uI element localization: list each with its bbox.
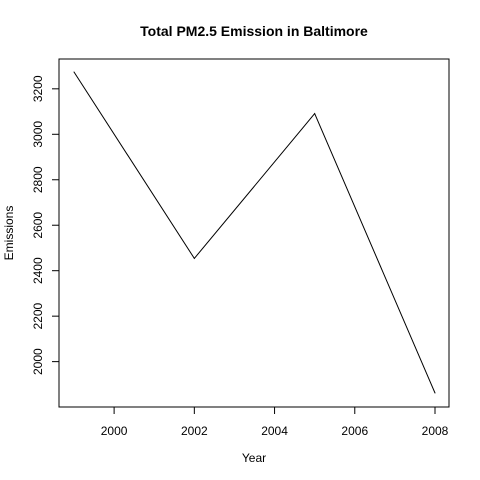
x-tick-label: 2008 (422, 424, 449, 438)
y-tick-label: 2200 (31, 302, 45, 329)
data-point (434, 392, 436, 394)
y-tick-label: 3000 (31, 121, 45, 148)
data-point (193, 257, 195, 259)
x-axis: 2000 2002 2004 2006 2008 (101, 406, 449, 438)
y-axis: 2000 2200 2400 2600 2800 3000 3200 (31, 75, 60, 375)
chart-title: Total PM2.5 Emission in Baltimore (140, 23, 368, 39)
y-axis-label: Emissions (2, 206, 16, 261)
y-tick-label: 2400 (31, 257, 45, 284)
data-point (73, 71, 75, 73)
y-tick-label: 3200 (31, 75, 45, 102)
x-axis-label: Year (242, 451, 266, 465)
plot-frame (58, 58, 450, 408)
x-tick-label: 2002 (181, 424, 208, 438)
series-layer (73, 71, 436, 394)
y-tick-label: 2000 (31, 348, 45, 375)
data-point (314, 113, 316, 115)
x-tick-label: 2000 (101, 424, 128, 438)
x-tick-label: 2004 (261, 424, 288, 438)
y-tick-label: 2600 (31, 212, 45, 239)
series-line (73, 71, 436, 394)
x-tick-label: 2006 (341, 424, 368, 438)
y-tick-label: 2800 (31, 166, 45, 193)
